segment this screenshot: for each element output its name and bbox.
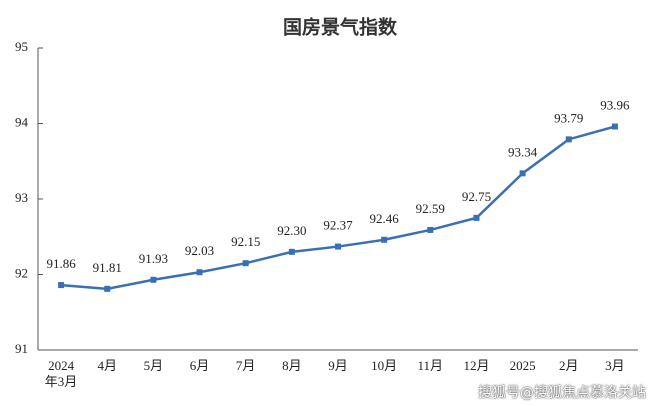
marker bbox=[288, 248, 295, 255]
value-label: 92.46 bbox=[370, 211, 400, 226]
chart-title: 国房景气指数 bbox=[283, 16, 398, 39]
value-label: 93.34 bbox=[508, 144, 538, 159]
watermark: 搜狐号@搜狐焦点慕洛关站 bbox=[478, 385, 646, 401]
value-label: 92.03 bbox=[185, 243, 214, 258]
y-tick-label: 92 bbox=[15, 265, 28, 280]
value-label: 93.96 bbox=[600, 98, 630, 113]
x-tick-label: 10月 bbox=[371, 358, 398, 373]
marker bbox=[611, 123, 618, 130]
x-tick-label: 7月 bbox=[235, 358, 256, 373]
marker bbox=[427, 226, 434, 233]
marker bbox=[381, 236, 388, 243]
x-tick-label: 5月 bbox=[143, 358, 164, 373]
x-tick-label: 9月 bbox=[328, 358, 348, 373]
x-tick-label: 3月 bbox=[605, 358, 625, 373]
value-label: 92.75 bbox=[462, 189, 491, 204]
value-label: 92.15 bbox=[231, 234, 260, 249]
x-tick-label: 2024 年3月 bbox=[44, 358, 78, 389]
marker bbox=[335, 243, 341, 250]
x-tick-label: 11月 bbox=[417, 358, 444, 373]
value-label: 93.79 bbox=[554, 110, 583, 125]
marker bbox=[242, 260, 249, 267]
value-label: 92.30 bbox=[277, 223, 306, 238]
marker bbox=[565, 136, 572, 143]
value-label: 92.37 bbox=[323, 218, 353, 233]
marker bbox=[473, 214, 480, 221]
x-tick-label: 6月 bbox=[189, 358, 210, 373]
value-label: 91.86 bbox=[46, 256, 76, 271]
x-tick-label: 8月 bbox=[282, 358, 302, 373]
value-label: 91.93 bbox=[139, 251, 168, 266]
y-tick-label: 94 bbox=[15, 114, 29, 129]
x-tick-label: 4月 bbox=[97, 358, 117, 373]
value-label: 91.81 bbox=[93, 260, 122, 275]
marker bbox=[519, 170, 526, 177]
marker bbox=[196, 269, 203, 276]
value-label: 92.59 bbox=[416, 201, 445, 216]
marker bbox=[58, 282, 65, 289]
marker bbox=[150, 276, 157, 283]
x-tick-label: 12月 bbox=[463, 358, 490, 373]
marker bbox=[104, 285, 111, 292]
y-tick-label: 95 bbox=[15, 39, 28, 54]
y-tick-label: 91 bbox=[15, 341, 28, 356]
x-tick-label: 2025 bbox=[509, 358, 536, 373]
y-tick-label: 93 bbox=[15, 190, 28, 205]
x-tick-label: 2月 bbox=[559, 358, 579, 373]
